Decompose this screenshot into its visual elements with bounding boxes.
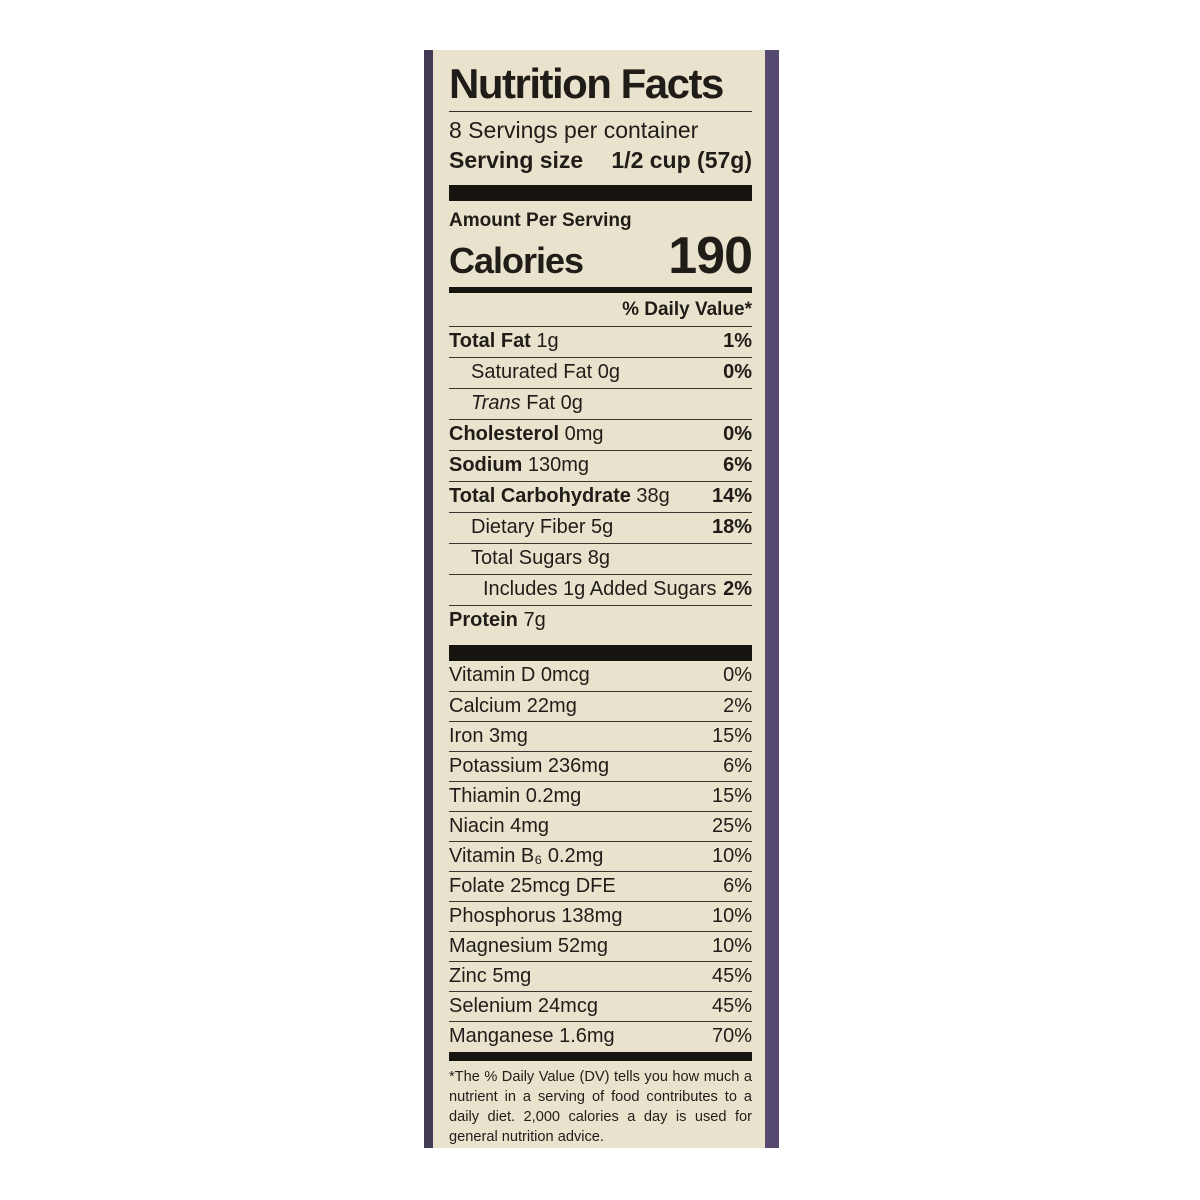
calories-value: 190 [668, 226, 753, 285]
nutrient-name: Dietary Fiber 5g [471, 516, 614, 539]
nutrient-name: Total Fat 1g [449, 330, 559, 353]
section-bar-middle [449, 644, 752, 661]
calories-row: Calories 190 [449, 226, 753, 285]
micronutrient-name: Manganese 1.6mg [449, 1024, 615, 1047]
nutrient-name: Trans Fat 0g [471, 392, 583, 415]
micronutrient-row: Vitamin D 0mcg 0% [449, 661, 752, 691]
micronutrient-row: Calcium 22mg 2% [449, 690, 752, 721]
micronutrient-row: Phosphorus 138mg 10% [449, 900, 752, 931]
nutrition-facts-panel: Nutrition Facts 8 Servings per container… [424, 50, 779, 1148]
nutrient-row: Total Fat 1g 1% [449, 325, 752, 357]
nutrient-row: Sodium 130mg 6% [449, 449, 752, 481]
nutrient-daily-value: 0% [723, 423, 752, 446]
section-bar-top [449, 184, 752, 201]
micronutrient-row: Folate 25mcg DFE 6% [449, 870, 752, 901]
nutrient-name: Protein 7g [449, 609, 546, 632]
micronutrient-row: Zinc 5mg 45% [449, 960, 752, 991]
nutrient-daily-value: 1% [723, 330, 752, 353]
daily-value-footnote: *The % Daily Value (DV) tells you how mu… [449, 1068, 752, 1145]
nutrient-rows-section: Total Fat 1g 1% Saturated Fat 0g 0% Trans Fa… [449, 325, 752, 636]
section-bar-bottom [449, 1051, 752, 1061]
micronutrient-row: Magnesium 52mg 10% [449, 930, 752, 961]
serving-size-value: 1/2 cup (57g) [611, 146, 752, 173]
section-bar-calories [449, 286, 752, 293]
nutrient-row: Includes 1g Added Sugars 2% [449, 573, 752, 605]
micronutrient-row: Thiamin 0.2mg 15% [449, 780, 752, 811]
nutrient-row: Protein 7g [449, 604, 752, 636]
micronutrient-name: Thiamin 0.2mg [449, 784, 582, 807]
nutrient-row: Saturated Fat 0g 0% [449, 356, 752, 388]
micronutrient-row: Selenium 24mcg 45% [449, 990, 752, 1021]
micronutrient-name: Magnesium 52mg [449, 934, 608, 957]
micronutrient-daily-value: 15% [711, 724, 752, 747]
nutrient-daily-value: 18% [711, 516, 752, 539]
amount-per-serving-label: Amount Per Serving [449, 209, 632, 231]
micronutrient-daily-value: 25% [711, 814, 752, 837]
calories-label: Calories [449, 239, 584, 281]
nutrient-row: Dietary Fiber 5g 18% [449, 511, 752, 543]
micronutrient-name: Iron 3mg [449, 724, 528, 747]
package-edge-right [765, 50, 779, 1148]
package-edge-left [424, 50, 433, 1148]
nutrient-name: Total Sugars 8g [471, 547, 610, 570]
nutrient-row: Total Sugars 8g [449, 542, 752, 574]
nutrient-daily-value: 14% [711, 485, 752, 508]
micronutrient-row: Vitamin B₆ 0.2mg 10% [449, 840, 752, 871]
micronutrient-daily-value: 6% [723, 754, 752, 777]
micronutrient-row: Iron 3mg 15% [449, 720, 752, 751]
serving-size-row: Serving size 1/2 cup (57g) [449, 146, 752, 176]
micronutrient-daily-value: 2% [723, 694, 752, 717]
micronutrient-daily-value: 45% [711, 994, 752, 1017]
nutrient-daily-value: 2% [723, 578, 752, 601]
micronutrient-name: Zinc 5mg [449, 964, 532, 987]
micronutrient-row: Manganese 1.6mg 70% [449, 1020, 752, 1051]
nutrient-name: Saturated Fat 0g [471, 361, 620, 384]
nutrient-row: Total Carbohydrate 38g 14% [449, 480, 752, 512]
micronutrient-row: Niacin 4mg 25% [449, 810, 752, 841]
micronutrient-name: Potassium 236mg [449, 754, 610, 777]
nutrition-facts-label: Nutrition Facts 8 Servings per container… [433, 50, 765, 1148]
micronutrient-daily-value: 10% [711, 844, 752, 867]
micronutrient-daily-value: 10% [711, 934, 752, 957]
serving-size-label: Serving size [449, 146, 584, 173]
micronutrient-name: Vitamin D 0mcg [449, 664, 590, 687]
nutrient-row: Cholesterol 0mg 0% [449, 418, 752, 450]
divider [449, 111, 752, 113]
micronutrient-daily-value: 45% [711, 964, 752, 987]
nutrient-row: Trans Fat 0g [449, 387, 752, 419]
daily-value-header: % Daily Value* [622, 298, 752, 320]
micronutrient-daily-value: 15% [711, 784, 752, 807]
micronutrient-name: Phosphorus 138mg [449, 904, 623, 927]
micronutrient-daily-value: 6% [723, 874, 752, 897]
nutrient-name: Sodium 130mg [449, 454, 590, 477]
micronutrient-daily-value: 10% [711, 904, 752, 927]
micronutrient-daily-value: 0% [723, 664, 752, 687]
micronutrient-daily-value: 70% [711, 1024, 752, 1047]
micronutrient-name: Selenium 24mcg [449, 994, 598, 1017]
micronutrient-name: Folate 25mcg DFE [449, 874, 616, 897]
micronutrient-name: Calcium 22mg [449, 694, 577, 717]
micronutrient-name: Vitamin B₆ 0.2mg [449, 844, 604, 867]
micronutrient-rows-section: Vitamin D 0mcg 0% Calcium 22mg 2% Iron 3mg 15… [449, 661, 752, 1051]
servings-per-container: 8 Servings per container [449, 117, 699, 144]
nutrient-daily-value: 0% [723, 361, 752, 384]
nutrient-name: Total Carbohydrate 38g [449, 485, 670, 508]
micronutrient-name: Niacin 4mg [449, 814, 550, 837]
nutrient-name: Cholesterol 0mg [449, 423, 604, 446]
nutrient-daily-value: 6% [723, 454, 752, 477]
label-title: Nutrition Facts [449, 60, 724, 107]
micronutrient-row: Potassium 236mg 6% [449, 750, 752, 781]
nutrient-name: Includes 1g Added Sugars [483, 578, 717, 601]
